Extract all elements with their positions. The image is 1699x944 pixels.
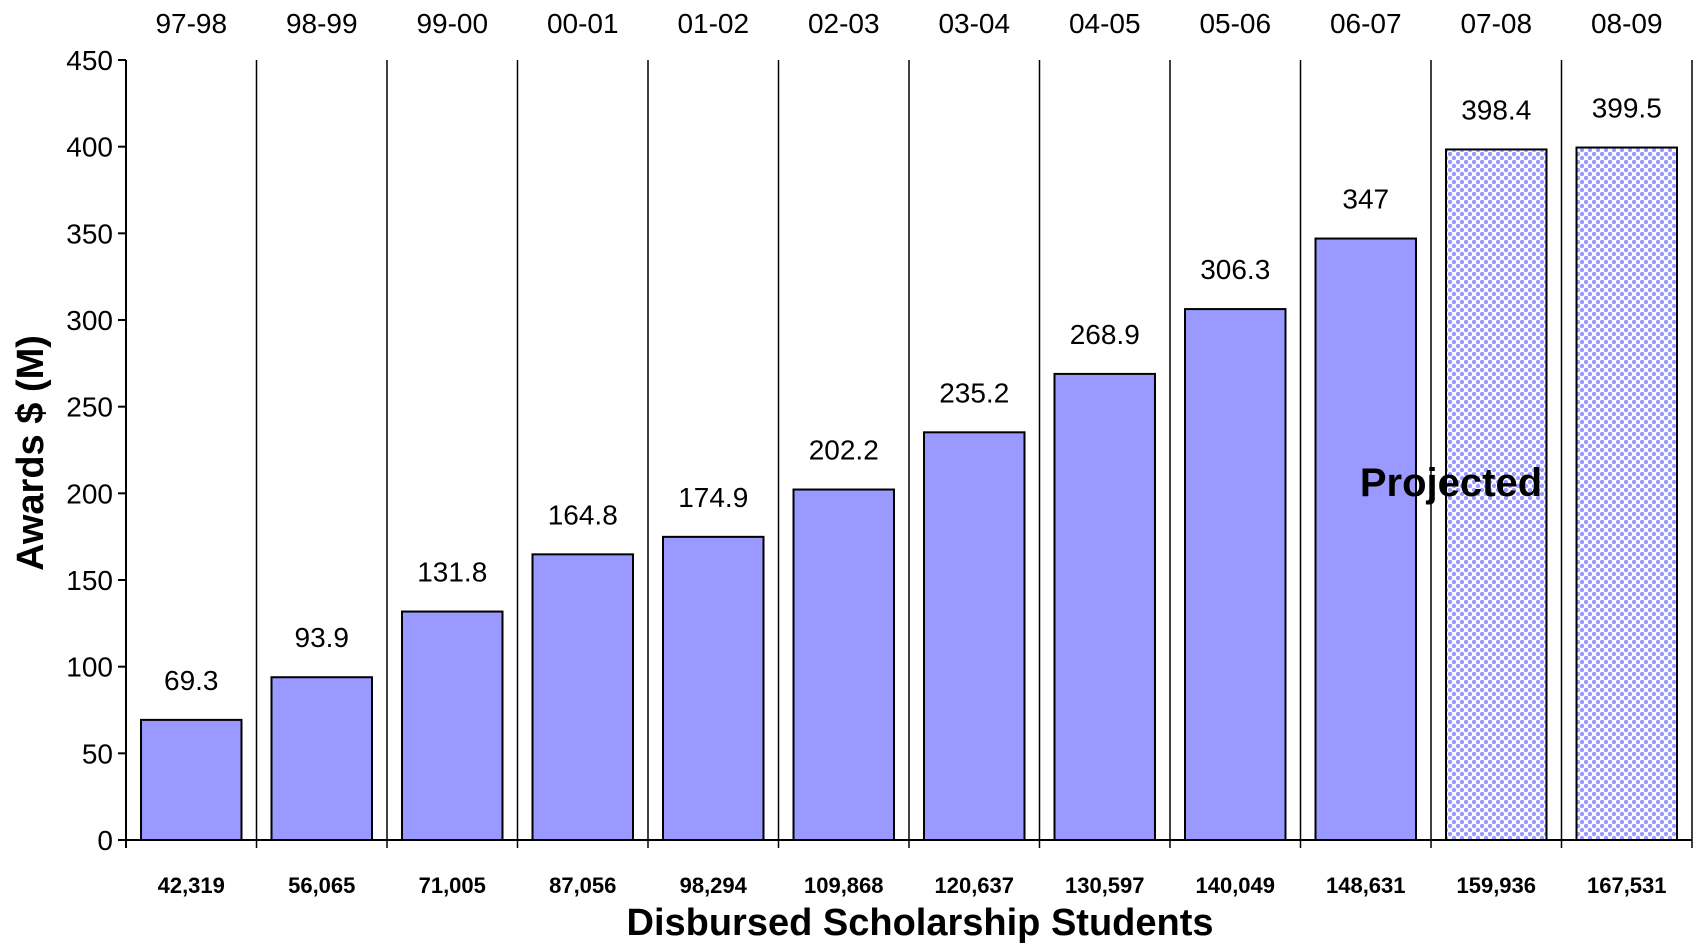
category-label: 05-06 [1199, 8, 1271, 39]
category-label: 01-02 [677, 8, 749, 39]
y-axis-title: Awards $ (M) [10, 335, 52, 571]
student-count-label: 140,049 [1195, 873, 1275, 898]
y-tick-label: 150 [66, 565, 113, 596]
y-tick-label: 0 [97, 825, 113, 856]
bar [1314, 237, 1417, 842]
bar-value-label: 93.9 [295, 622, 350, 653]
bar [923, 431, 1026, 841]
bar-projected [1575, 146, 1678, 842]
student-count-label: 167,531 [1587, 873, 1667, 898]
category-label: 97-98 [155, 8, 227, 39]
student-count-label: 71,005 [419, 873, 486, 898]
bar-value-label: 164.8 [548, 499, 618, 530]
y-tick-label: 250 [66, 392, 113, 423]
y-tick-label: 450 [66, 45, 113, 76]
student-count-label: 42,319 [158, 873, 225, 898]
bar [792, 488, 895, 841]
student-count-label: 130,597 [1065, 873, 1145, 898]
bar-value-label: 306.3 [1200, 254, 1270, 285]
bar-value-label: 399.5 [1592, 93, 1662, 124]
student-count-label: 87,056 [549, 873, 616, 898]
category-label: 02-03 [808, 8, 880, 39]
student-count-label: 98,294 [680, 873, 748, 898]
category-label: 99-00 [416, 8, 488, 39]
category-label: 06-07 [1330, 8, 1402, 39]
category-label: 98-99 [286, 8, 358, 39]
y-tick-label: 400 [66, 132, 113, 163]
student-count-label: 109,868 [804, 873, 884, 898]
bar-value-label: 235.2 [939, 377, 1009, 408]
category-label: 03-04 [938, 8, 1010, 39]
student-count-label: 120,637 [934, 873, 1014, 898]
bar [401, 610, 504, 842]
bar [1184, 308, 1287, 841]
bar-value-label: 174.9 [678, 482, 748, 513]
bar [531, 553, 634, 841]
bar-projected [1445, 148, 1548, 841]
bar-value-label: 202.2 [809, 435, 879, 466]
bar [270, 676, 373, 841]
y-tick-label: 100 [66, 652, 113, 683]
bar-value-label: 69.3 [164, 665, 219, 696]
category-label: 00-01 [547, 8, 619, 39]
category-label: 04-05 [1069, 8, 1141, 39]
bar-value-label: 347 [1342, 184, 1389, 215]
bar [140, 718, 243, 842]
y-tick-label: 200 [66, 478, 113, 509]
y-tick-label: 300 [66, 305, 113, 336]
y-tick-label: 350 [66, 218, 113, 249]
bar-value-label: 398.4 [1461, 94, 1531, 125]
student-count-label: 56,065 [288, 873, 355, 898]
student-count-label: 148,631 [1326, 873, 1406, 898]
category-label: 08-09 [1591, 8, 1663, 39]
bar [1053, 372, 1156, 841]
projected-annotation: Projected [1360, 461, 1542, 505]
x-axis-title: Disbursed Scholarship Students [627, 902, 1214, 944]
bar-value-label: 268.9 [1070, 319, 1140, 350]
student-count-label: 159,936 [1456, 873, 1536, 898]
bar-value-label: 131.8 [417, 557, 487, 588]
bar [662, 535, 765, 842]
y-tick-label: 50 [82, 738, 113, 769]
category-label: 07-08 [1460, 8, 1532, 39]
